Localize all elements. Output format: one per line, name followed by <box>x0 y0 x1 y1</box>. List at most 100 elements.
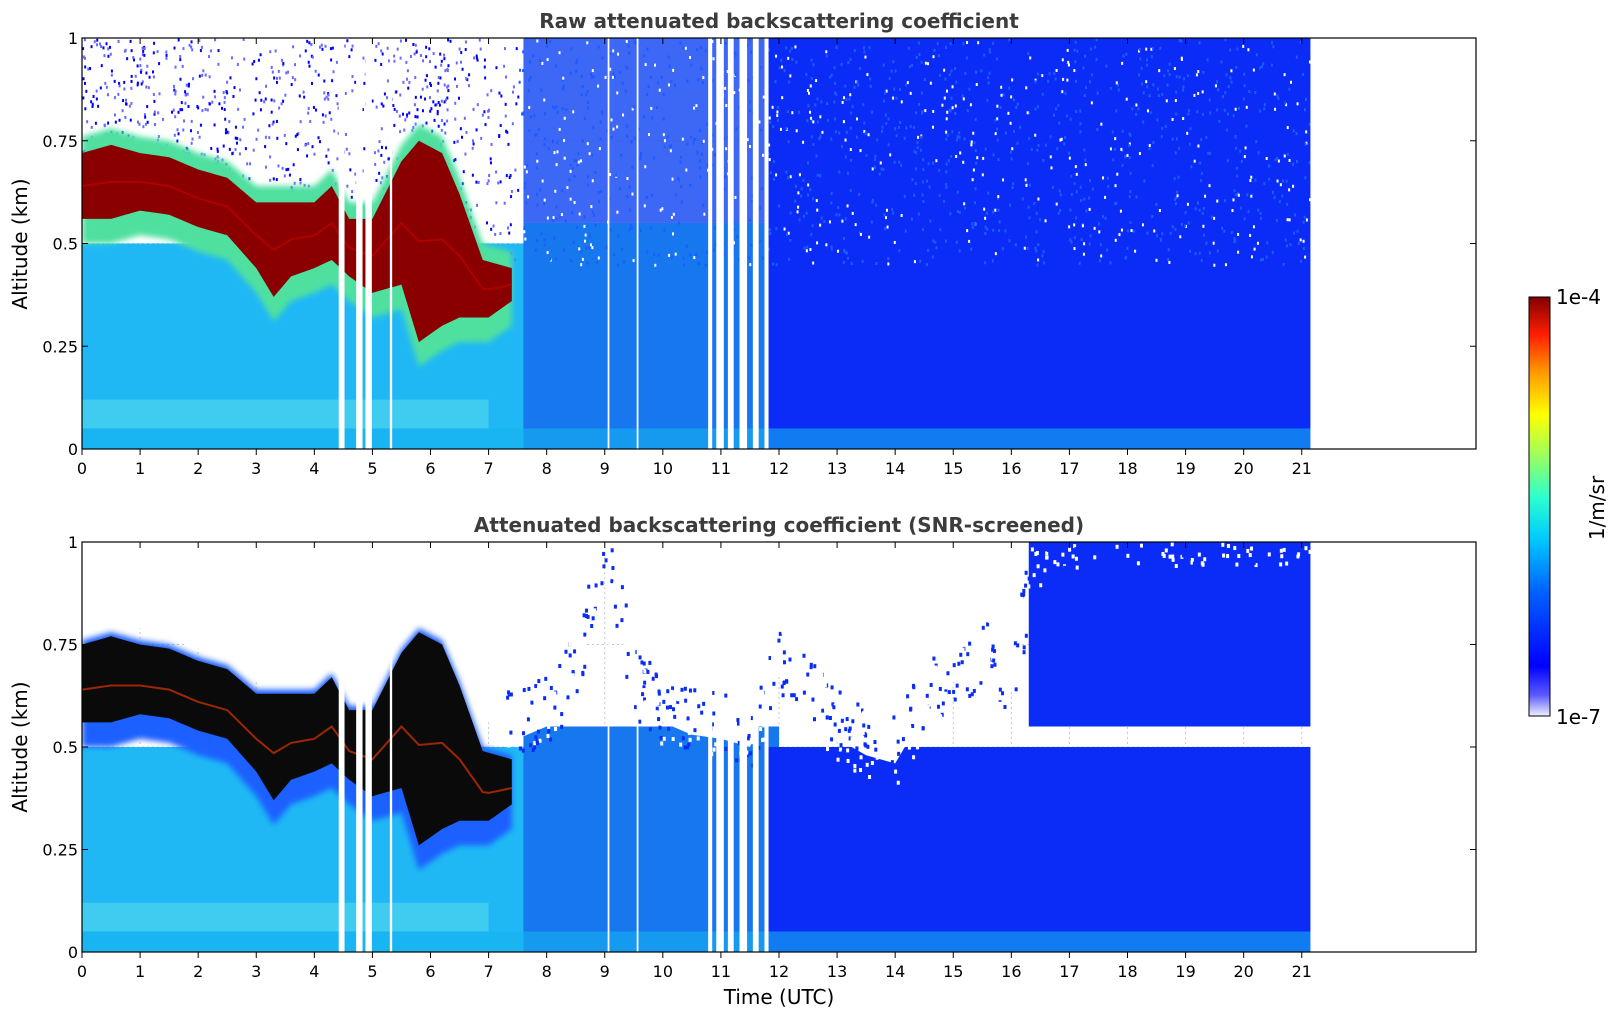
noise-pixel <box>1308 122 1311 126</box>
noise-pixel <box>1083 148 1086 152</box>
screen-edge-pixel <box>640 715 644 720</box>
noise-pixel <box>994 252 997 256</box>
noise-pixel <box>1183 77 1186 81</box>
noise-pixel <box>1039 218 1042 222</box>
noise-pixel <box>1053 72 1056 76</box>
screen-edge-pixel <box>985 668 989 673</box>
noise-pixel <box>503 47 506 51</box>
noise-pixel <box>1187 109 1190 113</box>
noise-pixel <box>575 61 578 65</box>
noise-pixel <box>1259 258 1262 262</box>
noise-pixel <box>1159 46 1162 50</box>
noise-pixel <box>415 50 418 54</box>
noise-pixel <box>833 100 836 104</box>
noise-pixel <box>672 68 675 72</box>
screen-edge-pixel <box>648 660 652 665</box>
screen-edge-pixel <box>620 609 624 614</box>
noise-pixel <box>484 123 487 127</box>
screen-edge-pixel <box>814 703 818 708</box>
screen-edge-pixel <box>1158 556 1162 561</box>
noise-pixel <box>1180 39 1183 43</box>
noise-pixel <box>1121 61 1124 65</box>
noise-pixel <box>1137 73 1140 77</box>
noise-pixel <box>483 65 486 69</box>
noise-pixel <box>1053 113 1056 117</box>
noise-pixel <box>523 165 526 169</box>
noise-pixel <box>310 82 313 86</box>
noise-pixel <box>518 80 521 84</box>
noise-pixel <box>472 142 475 146</box>
noise-pixel <box>1109 261 1112 265</box>
noise-pixel <box>794 199 797 203</box>
screen-edge-pixel <box>680 687 684 692</box>
noise-pixel <box>1240 159 1243 163</box>
noise-pixel <box>775 227 778 231</box>
noise-pixel <box>791 57 794 61</box>
noise-pixel <box>1048 72 1051 76</box>
noise-pixel <box>823 220 826 224</box>
screen-edge-pixel <box>925 716 929 721</box>
screen-edge-pixel <box>1184 563 1188 568</box>
noise-pixel <box>225 128 228 132</box>
screened-backscatter-panel: Attenuated backscattering coefficient (S… <box>8 513 1477 1009</box>
noise-pixel <box>644 165 647 169</box>
noise-pixel <box>535 166 538 170</box>
noise-pixel <box>776 118 779 122</box>
noise-pixel <box>848 97 851 101</box>
noise-pixel <box>1161 92 1164 96</box>
noise-pixel <box>1171 225 1174 229</box>
screen-edge-pixel <box>642 688 646 693</box>
noise-pixel <box>849 58 852 62</box>
noise-pixel <box>650 75 653 79</box>
screen-edge-pixel <box>643 669 647 674</box>
noise-pixel <box>196 105 199 109</box>
noise-pixel <box>524 182 527 186</box>
screen-edge-pixel <box>875 755 879 760</box>
y-tick-label: 0.75 <box>42 636 78 655</box>
noise-pixel <box>504 102 507 106</box>
noise-pixel <box>449 39 452 43</box>
noise-pixel <box>444 98 447 102</box>
noise-pixel <box>1197 91 1200 95</box>
noise-pixel <box>645 195 648 199</box>
screen-edge-pixel <box>676 715 680 720</box>
noise-pixel <box>775 263 778 267</box>
noise-pixel <box>910 217 913 221</box>
noise-pixel <box>844 84 847 88</box>
noise-pixel <box>321 47 324 51</box>
x-tick-label: 16 <box>1001 459 1021 478</box>
noise-pixel <box>568 178 571 182</box>
noise-pixel <box>1115 201 1118 205</box>
noise-pixel <box>308 41 311 45</box>
noise-pixel <box>294 63 297 67</box>
noise-pixel <box>528 60 531 64</box>
noise-pixel <box>1128 132 1131 136</box>
noise-pixel <box>1213 216 1216 220</box>
noise-pixel <box>1143 179 1146 183</box>
noise-pixel <box>172 84 175 88</box>
noise-pixel <box>537 128 540 132</box>
noise-pixel <box>812 143 815 147</box>
noise-pixel <box>1304 255 1307 259</box>
noise-pixel <box>1268 177 1271 181</box>
screen-edge-pixel <box>594 583 598 588</box>
noise-pixel <box>988 71 991 75</box>
noise-pixel <box>806 245 809 249</box>
screen-edge-pixel <box>515 741 519 746</box>
noise-pixel <box>90 100 93 104</box>
noise-pixel <box>274 49 277 53</box>
noise-pixel <box>546 216 549 220</box>
noise-pixel <box>599 137 602 141</box>
screen-edge-pixel <box>1093 555 1097 560</box>
noise-pixel <box>569 197 572 201</box>
noise-pixel <box>100 64 103 68</box>
noise-pixel <box>1276 156 1279 160</box>
screen-edge-pixel <box>697 704 701 709</box>
noise-pixel <box>841 144 844 148</box>
screen-edge-pixel <box>613 581 617 586</box>
noise-pixel <box>682 256 685 260</box>
noise-pixel <box>724 41 727 45</box>
noise-pixel <box>1142 91 1145 95</box>
noise-pixel <box>762 95 765 99</box>
noise-pixel <box>408 111 411 115</box>
